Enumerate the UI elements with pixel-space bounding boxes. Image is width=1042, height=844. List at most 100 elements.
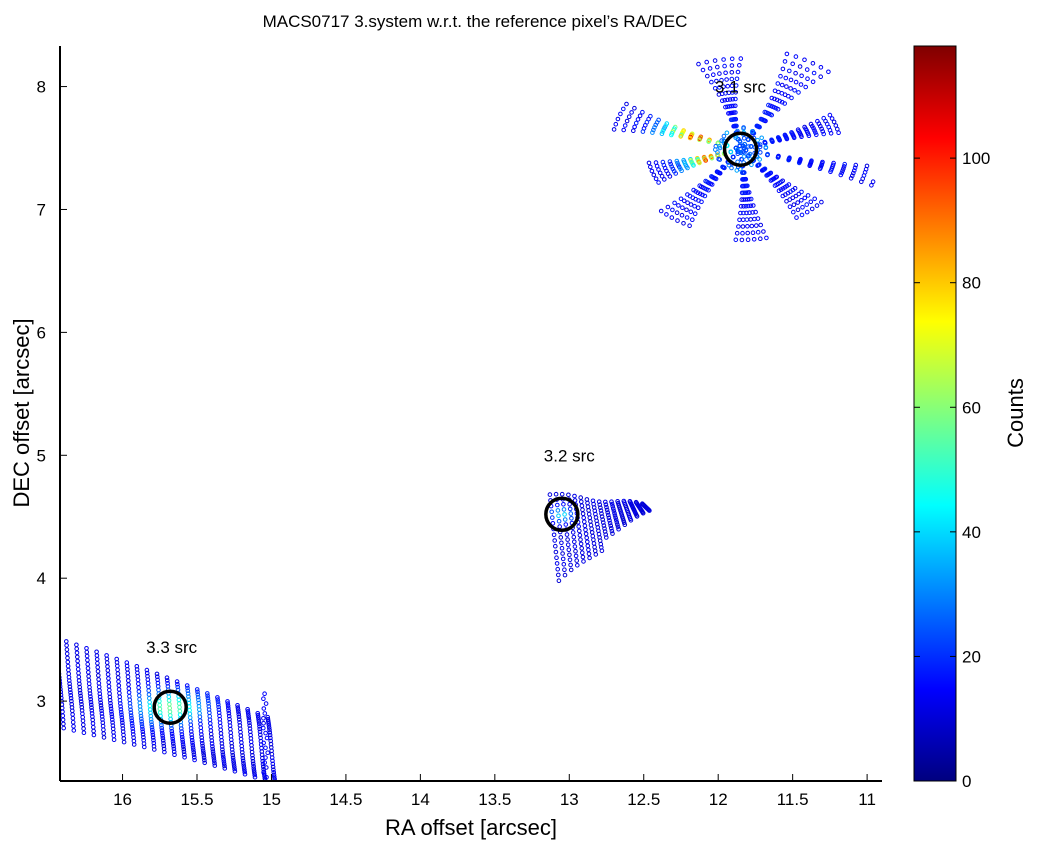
data-point (620, 514, 625, 520)
data-point (669, 132, 674, 138)
data-point (119, 717, 125, 723)
data-point (225, 703, 231, 709)
data-point (684, 215, 690, 220)
data-point (597, 502, 603, 508)
data-point (202, 757, 207, 763)
data-point (71, 728, 77, 733)
data-point (609, 501, 615, 507)
data-point (567, 557, 573, 563)
data-point (246, 718, 252, 723)
data-point (76, 674, 82, 680)
data-point (61, 721, 66, 727)
data-point (712, 86, 718, 91)
data-point (621, 498, 627, 504)
data-point (231, 760, 236, 765)
data-point (703, 158, 709, 163)
data-point (588, 519, 593, 524)
data-point (151, 740, 157, 746)
data-point (75, 658, 80, 664)
data-point (729, 76, 735, 82)
data-point (139, 719, 144, 724)
data-point (74, 646, 79, 652)
data-point (117, 690, 122, 696)
data-point (211, 753, 216, 759)
data-point (60, 675, 62, 680)
data-point (640, 501, 645, 507)
data-point (207, 717, 213, 723)
data-point (798, 156, 803, 162)
data-point (680, 205, 685, 210)
data-point (159, 722, 164, 728)
data-point (814, 132, 819, 138)
data-point (635, 117, 641, 122)
data-point (585, 504, 591, 510)
data-point (590, 498, 596, 504)
data-point (716, 92, 722, 97)
data-point (181, 749, 187, 755)
data-point (172, 752, 177, 758)
data-point (150, 732, 156, 738)
data-point (697, 137, 702, 142)
annotation-label: 3.1 src (715, 78, 767, 97)
data-point (116, 679, 121, 684)
data-point (581, 559, 586, 564)
data-point (690, 217, 695, 222)
data-point (610, 504, 616, 509)
data-point (140, 729, 146, 735)
data-point (720, 98, 725, 103)
data-point (592, 544, 597, 550)
data-point (88, 697, 93, 702)
data-point (699, 199, 704, 205)
data-point (171, 743, 176, 749)
data-point (768, 170, 774, 176)
data-point (96, 673, 101, 678)
data-point (729, 56, 735, 62)
data-point (741, 136, 747, 141)
data-point (586, 511, 592, 517)
data-point (793, 79, 799, 85)
data-point (604, 535, 609, 540)
data-point (580, 507, 585, 513)
data-point (69, 698, 74, 704)
data-point (78, 696, 84, 702)
data-point (216, 710, 222, 716)
data-point (161, 740, 166, 746)
data-point (150, 735, 156, 740)
data-point (272, 778, 278, 781)
data-point (110, 717, 115, 722)
data-point (555, 508, 561, 513)
colorbar-tick-label: 80 (962, 274, 981, 293)
data-point (267, 732, 273, 738)
data-point (802, 124, 807, 130)
data-point (783, 75, 789, 81)
data-point (852, 168, 857, 173)
data-point (611, 508, 617, 514)
data-point (629, 110, 634, 115)
y-tick-label: 6 (37, 323, 46, 342)
data-point (266, 723, 272, 728)
data-point (267, 727, 272, 733)
data-point (748, 196, 754, 202)
data-point (559, 540, 564, 546)
data-point (86, 670, 91, 675)
data-point (89, 702, 94, 708)
data-point (554, 555, 559, 561)
data-point (84, 649, 90, 655)
data-point (585, 539, 590, 545)
data-point (170, 736, 175, 742)
data-point (749, 129, 755, 134)
data-point (134, 664, 140, 669)
data-point (833, 123, 839, 128)
data-point (604, 504, 609, 510)
data-point (195, 689, 200, 695)
data-point (129, 718, 135, 724)
data-point (618, 111, 623, 117)
data-point (580, 511, 586, 517)
data-point (772, 96, 777, 102)
data-point (553, 543, 558, 549)
data-point (789, 130, 794, 135)
data-point (712, 58, 718, 63)
data-point (713, 176, 719, 182)
data-point (819, 199, 824, 205)
data-point (146, 688, 151, 693)
